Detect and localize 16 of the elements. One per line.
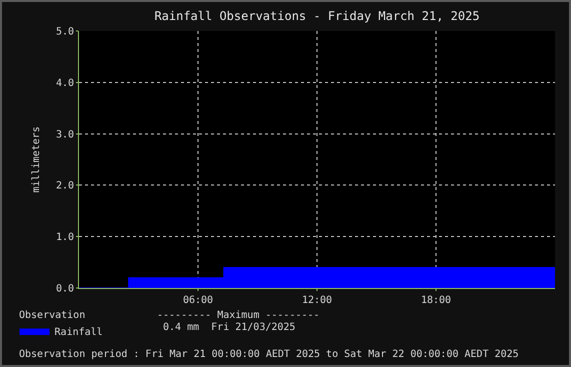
text: Observation [19,310,86,321]
y-tick-label: 4.0 [56,78,74,89]
y-tick-label: 3.0 [56,129,74,140]
x-tick-label: 12:00 [302,295,332,306]
x-tick-label: 06:00 [182,295,214,306]
y-axis-title: millimeters [30,126,42,193]
x-tick-label: 18:00 [420,295,452,306]
y-tick-label: 0.0 [56,284,74,294]
y-tick-label: 5.0 [56,26,74,38]
legend-label: Rainfall [54,326,103,338]
text: --------- Maximum --------- [157,310,320,321]
text: Observation period : Fri Mar 21 00:00:00 AEDT 2025 to Sat Mar 22 00:00:00 AEDT 2025 [19,349,519,360]
text: 0.4 mm Fri 21/03/2025 [163,322,296,333]
y-tick-label: 1.0 [56,232,74,244]
chart-title: Rainfall Observations - Friday March 21, 2025 [154,9,480,24]
y-tick-label: 2.0 [56,180,74,192]
